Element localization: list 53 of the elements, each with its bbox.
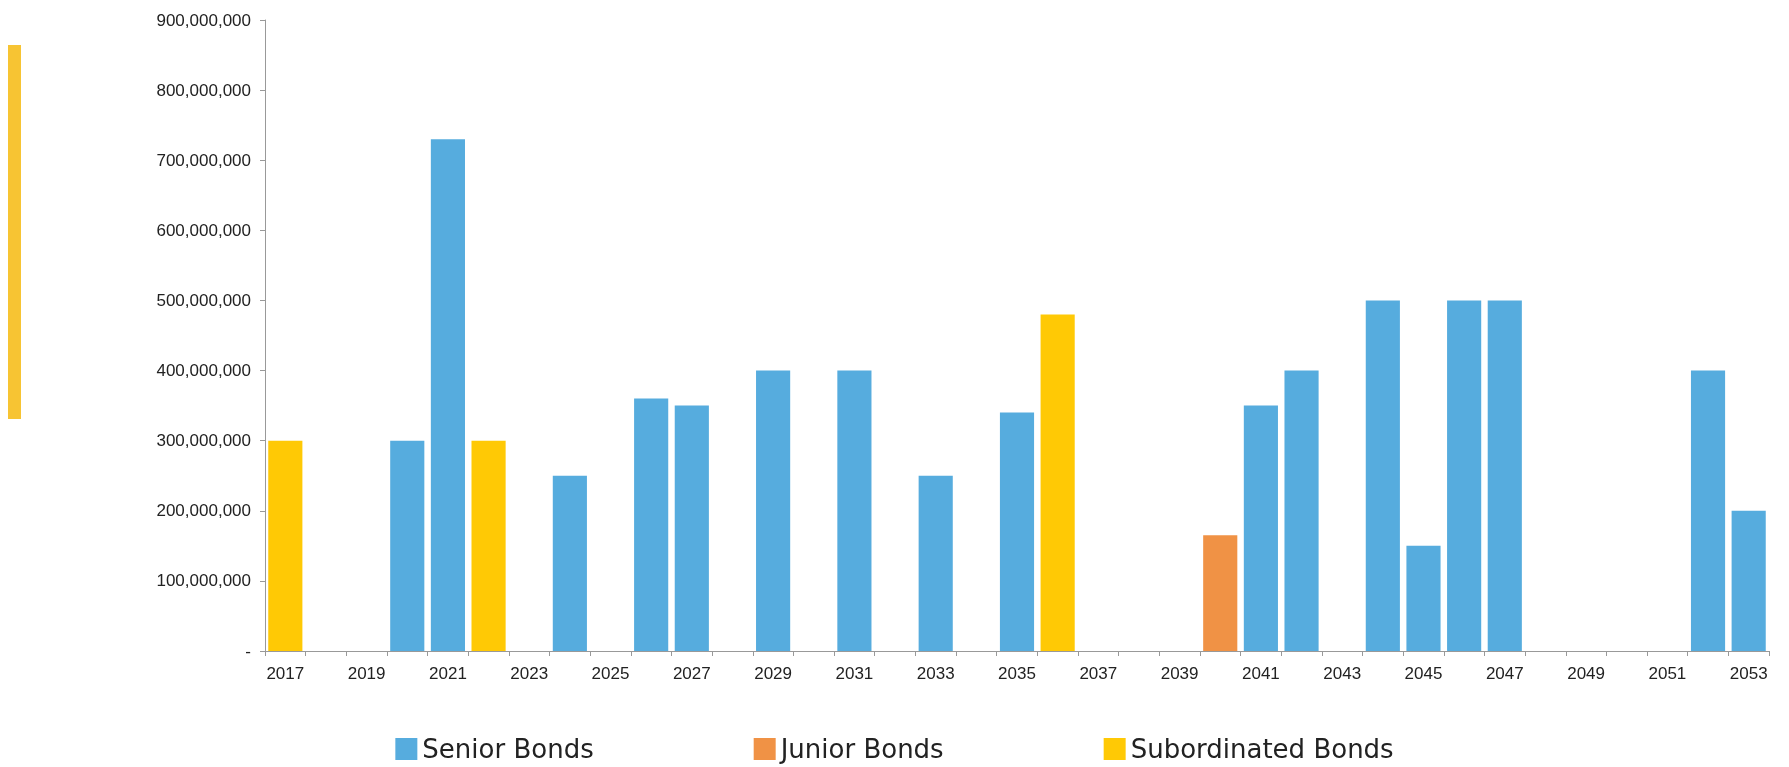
x-tick-label: 2047 [1485, 664, 1524, 683]
x-tick-label: 2051 [1648, 664, 1687, 683]
y-tick-label: 100,000,000 [156, 571, 251, 591]
x-tick-label: 2037 [1079, 664, 1118, 683]
bar [756, 370, 791, 651]
legend-label: Junior Bonds [778, 734, 944, 764]
bar [1447, 300, 1482, 651]
y-tick-label: 500,000,000 [156, 290, 251, 310]
x-tick-label: 2017 [266, 664, 305, 683]
bar [1731, 510, 1766, 651]
bar [674, 405, 709, 651]
bar [999, 412, 1035, 651]
x-tick-label: 2041 [1241, 664, 1280, 683]
y-tick-label: 400,000,000 [156, 361, 251, 381]
x-tick-label: 2033 [916, 664, 955, 683]
bar [552, 475, 587, 651]
x-tick-label: 2027 [672, 664, 711, 683]
y-tick-label: 800,000,000 [156, 80, 251, 100]
x-tick-label: 2029 [754, 664, 793, 683]
legend-label: Senior Bonds [422, 734, 594, 764]
x-tick-label: 2019 [347, 664, 386, 683]
bar [1040, 314, 1075, 651]
y-tick-label: 700,000,000 [156, 150, 251, 170]
x-tick-label: 2035 [998, 664, 1036, 683]
x-tick-label: 2025 [591, 664, 630, 683]
x-tick-label: 2031 [835, 664, 874, 683]
bar [1690, 370, 1726, 651]
bar [390, 440, 425, 651]
x-tick-label: 2021 [429, 664, 467, 683]
x-tick-label: 2043 [1323, 664, 1362, 683]
bar [1243, 405, 1278, 651]
x-tick-label: 2053 [1729, 664, 1768, 683]
x-tick-label: 2049 [1567, 664, 1605, 683]
bar [1487, 300, 1522, 651]
bar [1406, 545, 1441, 651]
bar [1203, 535, 1238, 651]
bar [837, 370, 872, 651]
bar [1365, 300, 1400, 651]
bar [268, 440, 303, 651]
legend-label: Subordinated Bonds [1130, 734, 1394, 764]
bar [471, 440, 506, 651]
y-tick-label: 300,000,000 [156, 431, 251, 451]
bar [430, 139, 465, 651]
x-tick-label: 2039 [1160, 664, 1199, 683]
y-tick-label: 200,000,000 [156, 501, 251, 521]
bar [918, 475, 953, 651]
x-tick-label: 2045 [1404, 664, 1443, 683]
y-tick-label: 900,000,000 [156, 10, 251, 30]
y-tick-label: 600,000,000 [156, 220, 251, 240]
bar [634, 398, 669, 651]
x-tick-label: 2023 [510, 664, 549, 683]
y-tick-label: - [245, 641, 251, 661]
bar [1284, 370, 1319, 651]
